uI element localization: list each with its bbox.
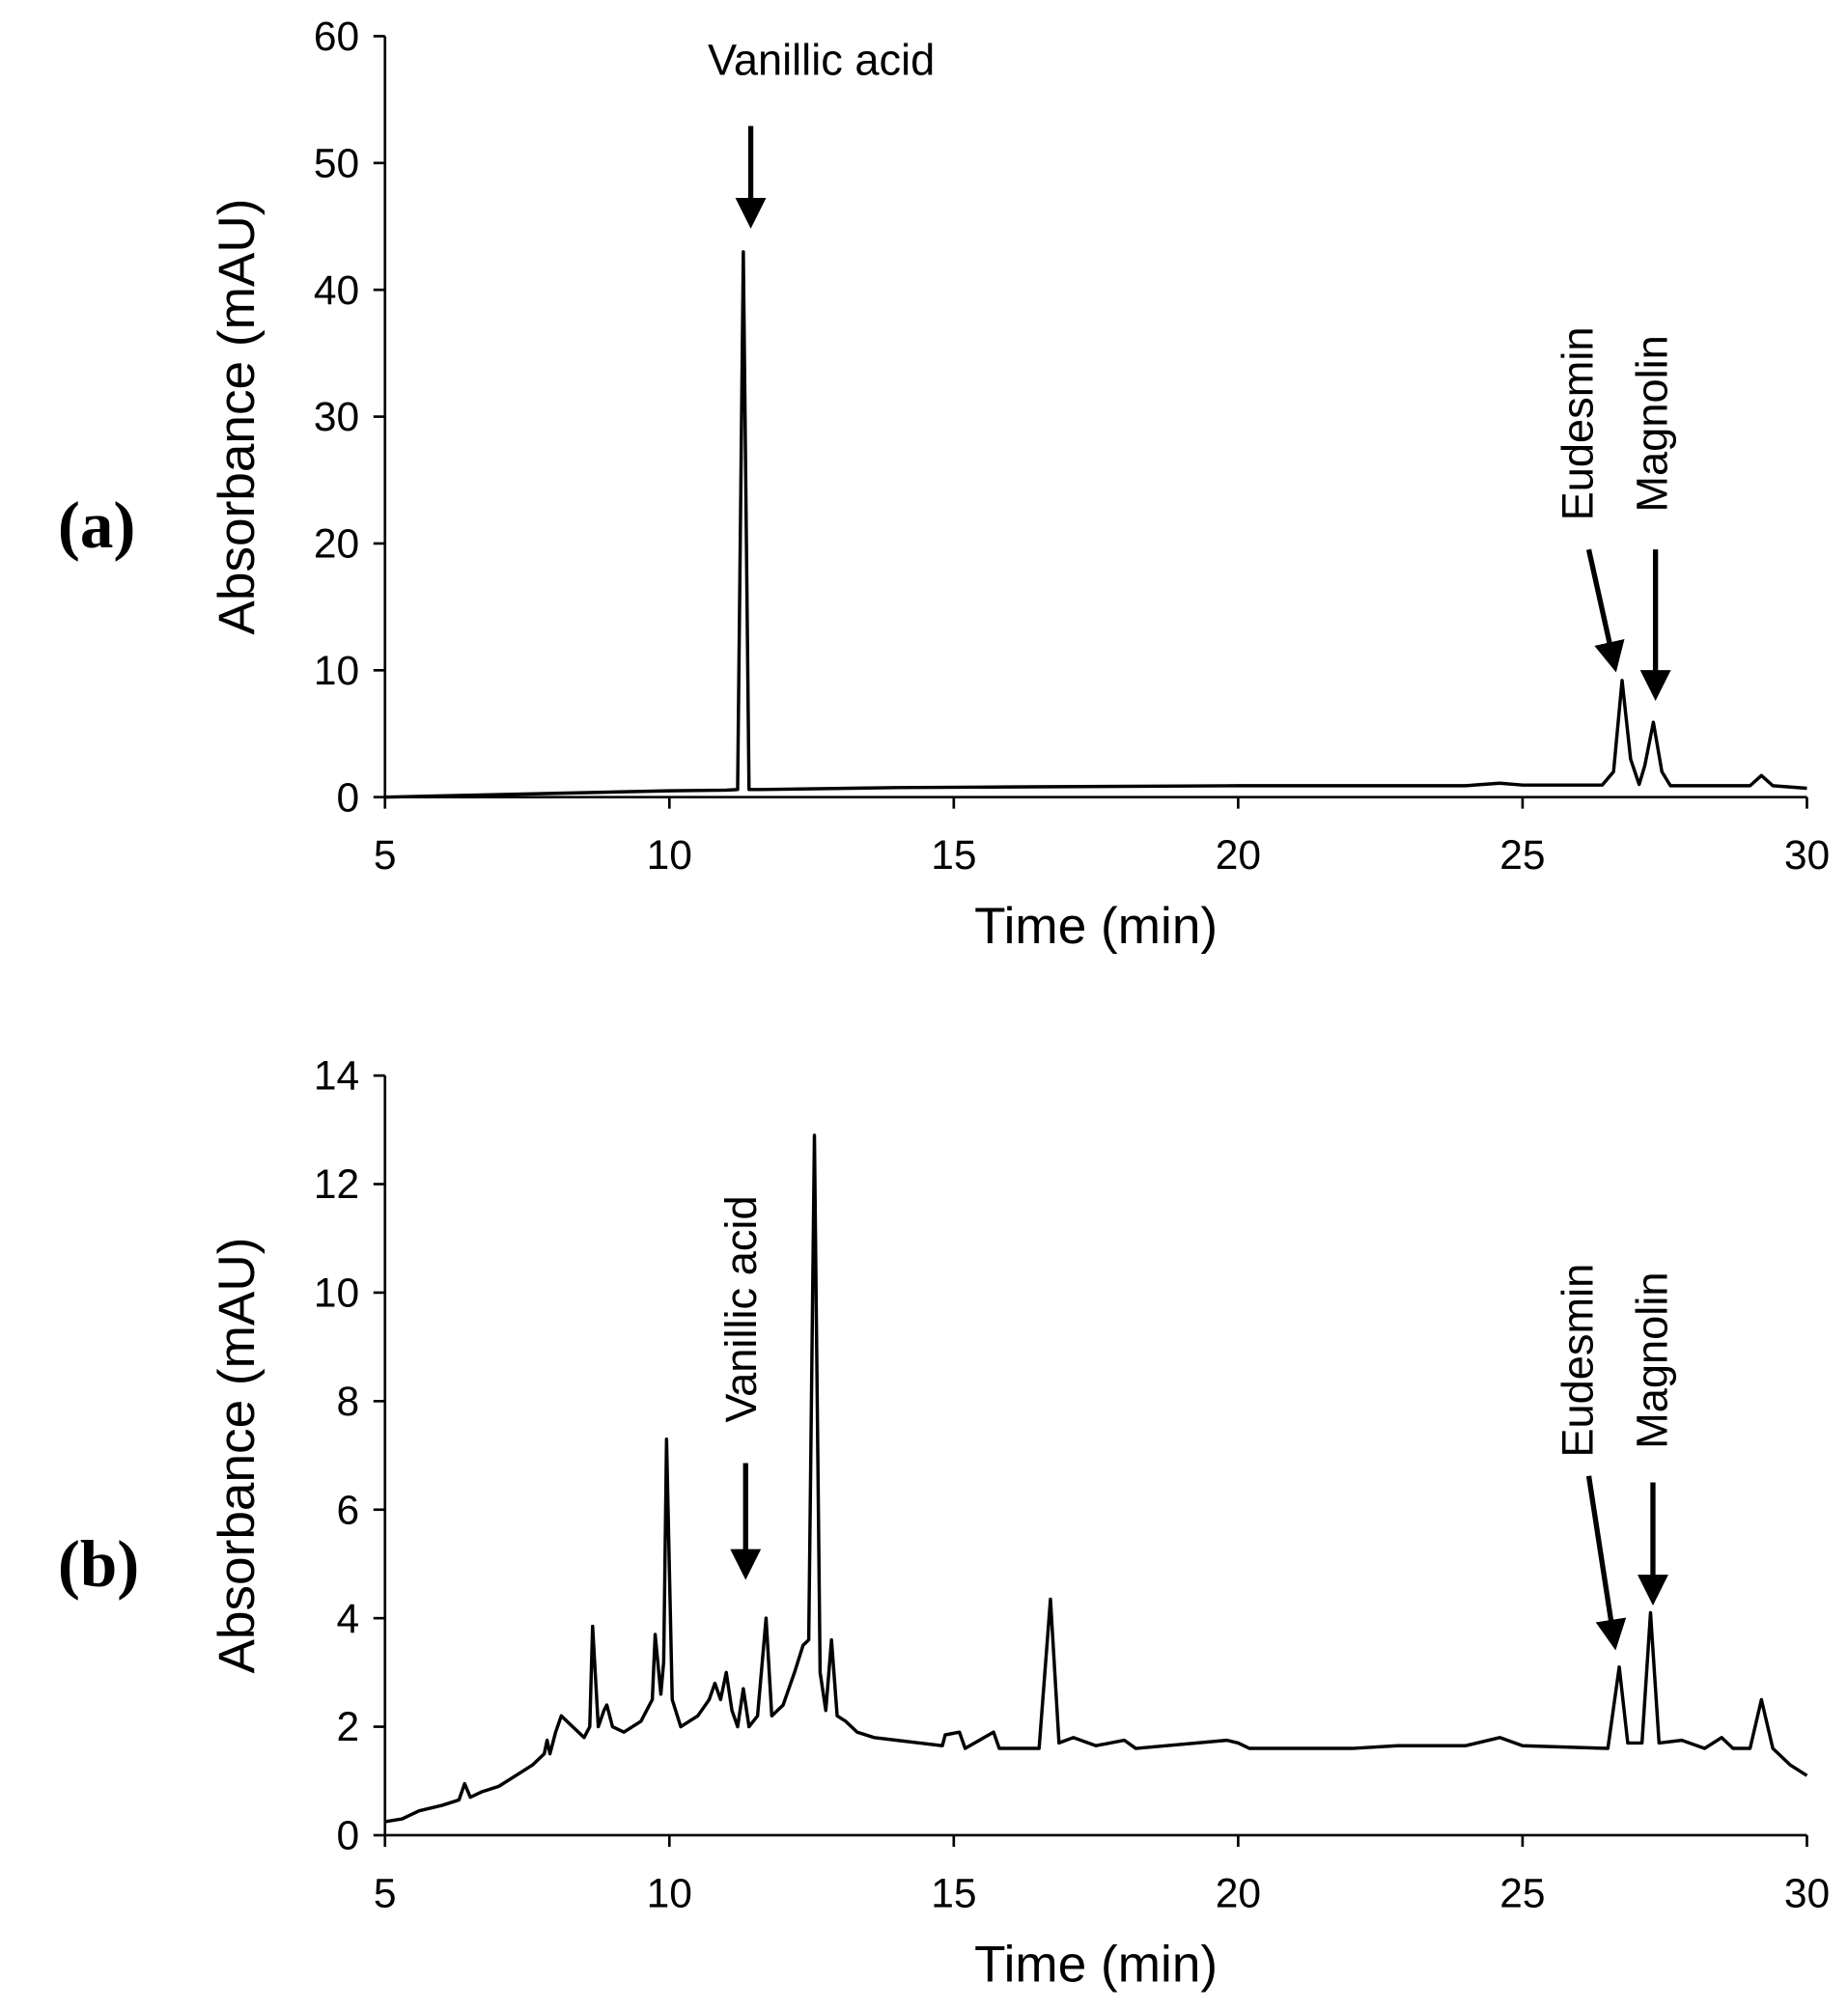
x-tick-label: 5 xyxy=(374,832,397,879)
y-axis-label: Absorbance (mAU) xyxy=(209,1238,266,1674)
annotation: Vanillic acid xyxy=(716,1195,766,1422)
chromatogram-line xyxy=(384,1133,1808,1824)
panel-label: (b) xyxy=(58,1526,139,1601)
annotation: Eudesmin xyxy=(1553,326,1602,520)
panel-label: (a) xyxy=(58,488,136,562)
y-tick-label: 2 xyxy=(337,1704,360,1750)
x-axis-label: Time (min) xyxy=(974,898,1218,955)
x-tick-label: 30 xyxy=(1784,1870,1830,1916)
chromatogram-line xyxy=(384,250,1807,799)
annotation-arrow xyxy=(1585,548,1625,673)
y-tick-label: 14 xyxy=(314,1053,359,1100)
x-tick-label: 15 xyxy=(931,1870,976,1916)
y-tick-label: 12 xyxy=(314,1161,359,1208)
x-tick-label: 15 xyxy=(931,832,976,879)
x-tick-label: 10 xyxy=(647,832,692,879)
y-axis-label: Absorbance (mAU) xyxy=(209,199,266,635)
x-tick-label: 30 xyxy=(1784,832,1830,879)
y-tick-label: 30 xyxy=(314,394,359,440)
y-tick-label: 0 xyxy=(337,774,360,821)
y-tick-label: 6 xyxy=(337,1487,360,1533)
y-tick-label: 8 xyxy=(337,1379,360,1425)
annotation-arrow xyxy=(1585,1475,1627,1651)
y-tick-label: 0 xyxy=(337,1813,360,1859)
y-tick-label: 40 xyxy=(314,267,359,314)
y-tick-label: 20 xyxy=(314,521,359,568)
annotation: Eudesmin xyxy=(1553,1264,1602,1458)
annotation: Vanillic acid xyxy=(708,35,935,84)
annotation: Magnolin xyxy=(1628,335,1677,512)
annotation: Magnolin xyxy=(1628,1271,1677,1448)
x-tick-label: 5 xyxy=(374,1870,397,1916)
y-tick-label: 60 xyxy=(314,14,359,60)
y-tick-label: 10 xyxy=(314,648,359,694)
x-tick-label: 20 xyxy=(1216,832,1261,879)
y-tick-label: 10 xyxy=(314,1270,359,1317)
y-tick-label: 50 xyxy=(314,140,359,186)
x-tick-label: 25 xyxy=(1499,1870,1545,1916)
x-tick-label: 10 xyxy=(647,1870,692,1916)
x-tick-label: 25 xyxy=(1499,832,1545,879)
x-axis-label: Time (min) xyxy=(974,1936,1218,1993)
x-tick-label: 20 xyxy=(1216,1870,1261,1916)
y-tick-label: 4 xyxy=(337,1596,360,1642)
